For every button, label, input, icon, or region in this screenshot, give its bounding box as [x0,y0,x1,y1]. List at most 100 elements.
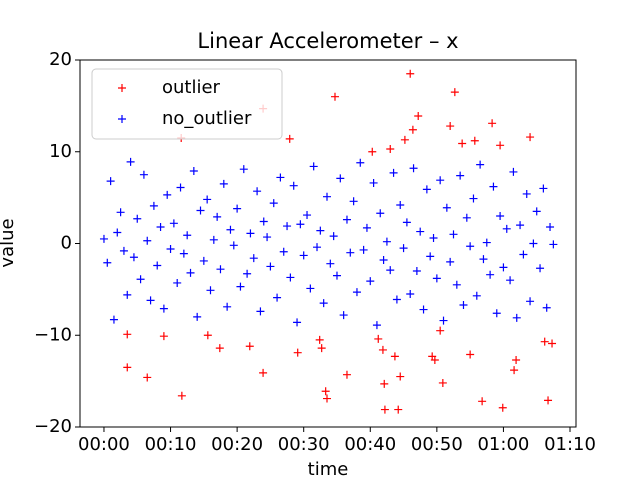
x-tick-label: 01:10 [544,434,596,455]
data-point [342,215,351,224]
data-point [386,144,395,153]
data-point [166,245,175,254]
data-point [259,217,268,226]
data-point [496,211,505,220]
data-point [193,312,202,321]
legend-marker [118,115,126,123]
data-point [156,222,165,231]
data-point [396,200,405,209]
data-point [539,184,548,193]
data-point [374,334,383,343]
data-point [246,229,255,238]
data-point [442,203,451,212]
data-point [245,342,254,351]
data-point [472,291,481,300]
data-point [380,405,389,414]
data-point [466,242,475,251]
data-point [509,167,518,176]
data-point [249,254,258,263]
data-point [213,212,222,221]
data-point [263,233,272,242]
y-tick-label: 0 [61,233,72,254]
data-point [462,213,471,222]
data-point [329,232,338,241]
data-point [526,297,535,306]
data-point [542,303,551,312]
data-point [313,243,322,252]
data-point [406,69,415,78]
data-point [439,316,448,325]
data-point [317,344,326,353]
data-point [179,249,188,258]
y-tick-label: −20 [34,416,72,437]
data-point [492,309,501,318]
legend-marker [118,84,126,92]
data-point [106,177,115,186]
data-point [339,311,348,320]
data-point [276,173,285,182]
legend-label: no_outlier [162,108,252,129]
data-point [372,321,381,330]
data-point [199,256,208,265]
data-point [293,348,302,357]
data-point [143,236,152,245]
data-point [376,209,385,218]
data-point [163,190,172,199]
data-point [215,344,224,353]
data-point [103,258,112,267]
data-point [546,222,555,231]
data-point [203,331,212,340]
data-point [450,88,459,97]
data-point [99,234,108,243]
data-point [419,305,428,314]
data-point [432,274,441,283]
data-point [153,261,162,270]
data-point [136,275,145,284]
data-point [526,133,535,142]
data-point [466,350,475,359]
data-point [486,270,495,279]
data-point [368,147,377,156]
data-point [469,194,478,203]
data-point [426,252,435,261]
data-point [323,192,332,201]
data-point [499,263,508,272]
data-point [123,330,132,339]
data-point [173,278,182,287]
data-point [412,267,421,276]
data-point [259,368,268,377]
data-point [502,224,511,233]
x-tick-label: 00:40 [344,434,396,455]
data-point [216,265,225,274]
data-point [273,293,282,302]
y-tick-label: −10 [34,324,72,345]
data-point [209,235,218,244]
data-point [438,378,447,387]
data-point [293,318,302,327]
data-point [430,356,439,365]
data-point [379,256,388,265]
data-point [332,271,341,280]
data-point [436,176,445,185]
data-point [408,125,417,134]
data-point [449,230,458,239]
data-point [236,282,245,291]
data-point [113,228,122,237]
data-point [229,241,238,250]
data-point [390,352,399,361]
data-point [479,255,488,264]
data-point [269,199,278,208]
data-point [286,273,295,282]
x-tick-label: 00:30 [278,434,330,455]
data-point [386,266,395,275]
data-point [336,174,345,183]
data-point [396,372,405,381]
data-point [389,168,398,177]
data-point [548,339,557,348]
data-point [512,313,521,322]
data-point [458,139,467,148]
x-tick-label: 00:50 [411,434,463,455]
data-point [392,295,401,304]
legend-box [91,68,283,140]
data-point [196,206,205,215]
